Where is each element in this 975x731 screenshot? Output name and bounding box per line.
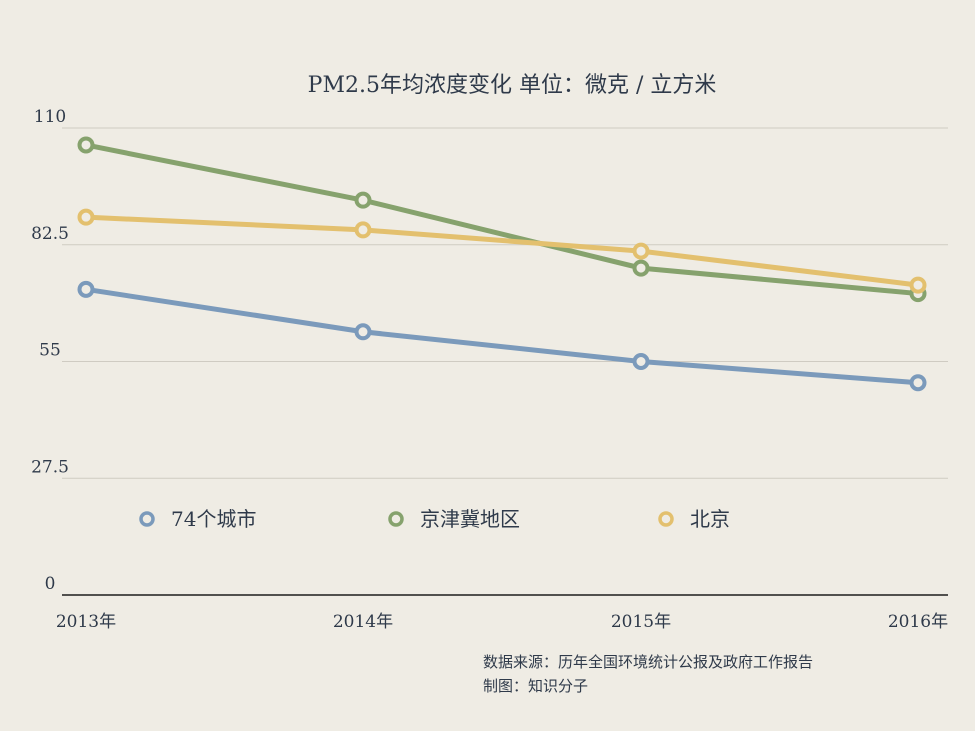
series-1 bbox=[77, 280, 927, 392]
y-tick-label: 55 bbox=[39, 341, 61, 361]
gridlines bbox=[62, 127, 948, 596]
data-point bbox=[632, 353, 650, 370]
x-tick-label: 2016年 bbox=[888, 612, 948, 632]
series-line bbox=[83, 286, 921, 386]
series-line bbox=[83, 142, 921, 297]
y-tick-label: 82.5 bbox=[31, 224, 69, 244]
y-axis-ticks: 0 27.5 55 82.5 110 bbox=[31, 107, 69, 594]
chart-credit: 制图：知识分子 bbox=[483, 677, 589, 695]
series-2 bbox=[77, 136, 927, 303]
data-point bbox=[77, 208, 95, 226]
legend: 74个城市 京津冀地区 北京 bbox=[139, 507, 730, 531]
data-point bbox=[77, 280, 95, 298]
legend-marker-icon bbox=[388, 511, 404, 527]
data-point bbox=[354, 221, 372, 239]
legend-item: 京津冀地区 bbox=[388, 507, 520, 531]
legend-item: 74个城市 bbox=[139, 507, 256, 531]
legend-marker-icon bbox=[139, 511, 155, 527]
chart-title: PM2.5年均浓度变化 单位：微克 / 立方米 bbox=[308, 73, 717, 98]
x-tick-label: 2014年 bbox=[333, 612, 393, 632]
data-point bbox=[909, 374, 927, 392]
x-axis-ticks: 2013年 2014年 2015年 2016年 bbox=[56, 612, 948, 632]
x-tick-label: 2013年 bbox=[56, 612, 116, 632]
x-tick-label: 2015年 bbox=[611, 612, 671, 632]
y-tick-label: 0 bbox=[45, 574, 56, 594]
legend-label: 北京 bbox=[690, 507, 730, 531]
data-point bbox=[77, 136, 95, 154]
data-source-note: 数据来源：历年全国环境统计公报及政府工作报告 bbox=[483, 653, 814, 671]
data-point bbox=[632, 259, 650, 277]
data-point bbox=[632, 242, 650, 260]
data-point bbox=[354, 323, 372, 341]
footer: 数据来源：历年全国环境统计公报及政府工作报告 制图：知识分子 bbox=[483, 650, 813, 698]
series-layer bbox=[77, 136, 927, 392]
y-tick-label: 110 bbox=[34, 107, 66, 127]
legend-label: 74个城市 bbox=[171, 507, 256, 531]
legend-marker-icon bbox=[658, 511, 674, 527]
y-tick-label: 27.5 bbox=[31, 457, 69, 477]
series-3 bbox=[77, 208, 927, 294]
data-point bbox=[354, 191, 372, 209]
data-point bbox=[909, 276, 927, 294]
series-line bbox=[83, 214, 921, 288]
legend-label: 京津冀地区 bbox=[420, 507, 520, 531]
legend-item: 北京 bbox=[658, 507, 730, 531]
